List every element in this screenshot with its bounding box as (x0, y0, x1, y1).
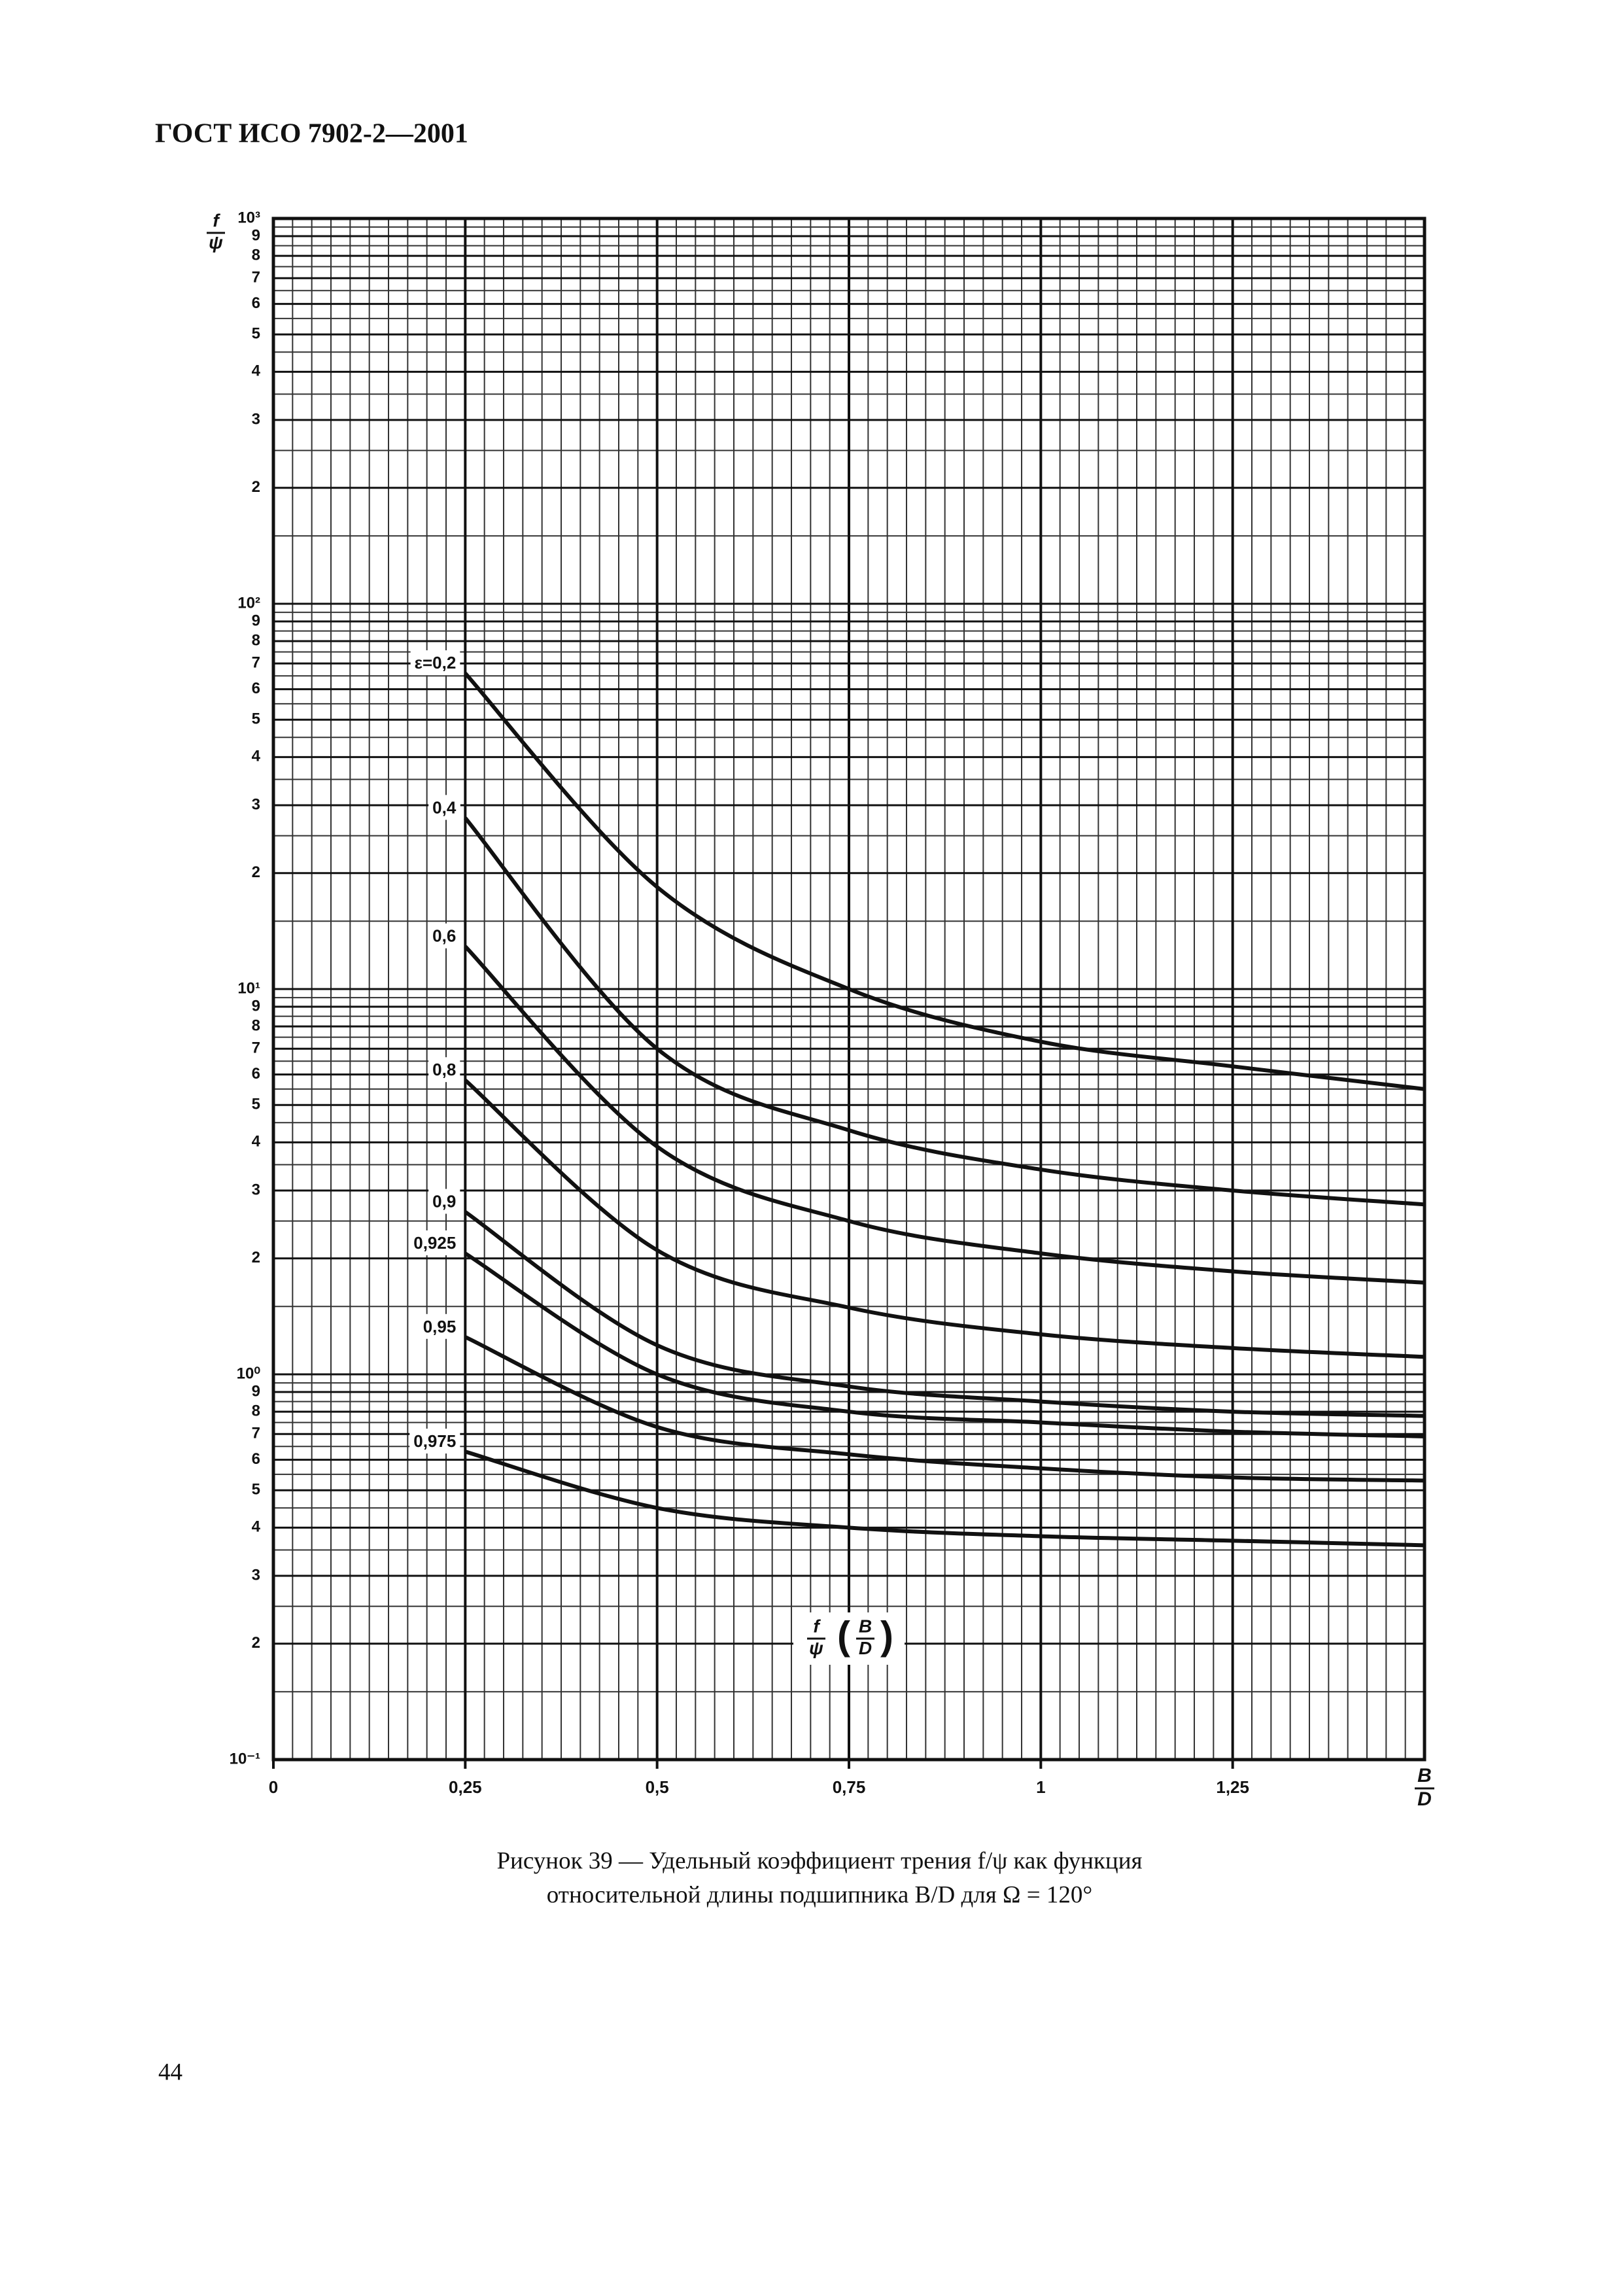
fraction-numerator: B (1417, 1765, 1432, 1786)
curve-label: 0,8 (432, 1060, 456, 1079)
y-tick-label: 4 (252, 362, 261, 380)
y-tick-label: 3 (252, 1181, 260, 1198)
x-tick-label: 1,25 (1216, 1777, 1249, 1797)
curve-label-background (428, 795, 460, 820)
y-tick-label: 10⁻¹ (230, 1750, 260, 1767)
fraction-numerator: f (813, 1616, 821, 1637)
curve (464, 945, 1425, 1285)
y-tick-label: 3 (252, 1566, 260, 1584)
curve-label: 0,925 (413, 1233, 456, 1253)
annotation-paren: ) (880, 1614, 893, 1658)
y-tick-label: 7 (252, 654, 260, 672)
y-tick-label: 3 (252, 410, 260, 428)
curve-label-background (409, 1230, 460, 1256)
header-title: ГОСТ ИСО 7902-2—2001 (155, 119, 468, 149)
y-tick-label: 8 (252, 631, 260, 649)
x-tick-label: 0 (269, 1777, 278, 1797)
curve (464, 1450, 1425, 1548)
y-tick-label: 4 (252, 748, 261, 765)
y-tick-label: 9 (252, 997, 260, 1015)
y-tick-label: 5 (252, 710, 260, 728)
y-tick-label: 2 (252, 478, 260, 496)
curve (464, 816, 1425, 1207)
plot-frame (271, 217, 1426, 1762)
y-tick-label: 8 (252, 1017, 260, 1034)
x-tick-label: 0,75 (833, 1777, 866, 1797)
y-tick-label: 6 (252, 294, 260, 312)
curve-label-background (428, 923, 460, 948)
x-tick-label: 0,25 (449, 1777, 482, 1797)
curve-label-background (428, 1057, 460, 1083)
curve (464, 1079, 1425, 1359)
curve (464, 672, 1425, 1091)
curve-label-background (428, 1189, 460, 1214)
y-tick-label: 2 (252, 863, 260, 881)
y-tick-label: 10¹ (237, 979, 260, 997)
curve-label-background (409, 1429, 460, 1454)
fraction-denominator: D (859, 1638, 872, 1658)
fraction-denominator: ψ (809, 1638, 823, 1658)
y-tick-label: 3 (252, 795, 260, 813)
fraction-numerator: f (213, 211, 220, 231)
curve-label: 0,6 (432, 926, 456, 946)
y-tick-label: 8 (252, 1402, 260, 1419)
y-tick-label: 9 (252, 226, 260, 244)
y-tick-label: 10³ (237, 209, 260, 226)
x-tick-label: 0,5 (646, 1777, 669, 1797)
y-tick-label: 5 (252, 1096, 260, 1113)
fraction-numerator: B (859, 1616, 872, 1637)
y-tick-label: 5 (252, 325, 260, 343)
y-tick-label: 9 (252, 1382, 260, 1400)
y-tick-label: 8 (252, 246, 260, 264)
x-tick-label: 1 (1036, 1777, 1045, 1797)
y-tick-label: 4 (252, 1518, 261, 1536)
fraction-denominator: D (1417, 1788, 1432, 1810)
y-tick-label: 5 (252, 1481, 260, 1499)
y-tick-label: 7 (252, 269, 260, 287)
y-tick-label: 4 (252, 1133, 261, 1151)
caption-line: относительной длины подшипника B/D для Ω… (547, 1881, 1092, 1908)
caption-line: Рисунок 39 — Удельный коэффициент трения… (496, 1847, 1142, 1874)
y-tick-label: 2 (252, 1634, 260, 1652)
y-tick-label: 2 (252, 1249, 260, 1266)
y-tick-label: 10⁰ (237, 1365, 261, 1382)
y-tick-label: 6 (252, 1450, 260, 1468)
fraction-denominator: ψ (209, 232, 223, 252)
y-tick-label: 7 (252, 1039, 260, 1057)
curve (464, 1335, 1425, 1483)
y-tick-label: 9 (252, 612, 260, 629)
curve-label: ε=0,2 (415, 653, 457, 672)
curve (464, 1210, 1425, 1418)
page-number: 44 (158, 2059, 182, 2085)
curve-label-background (419, 1313, 460, 1339)
y-tick-label: 7 (252, 1425, 260, 1442)
y-tick-label: 6 (252, 680, 260, 697)
y-tick-label: 6 (252, 1065, 260, 1083)
curve-label: 0,4 (432, 797, 457, 817)
curve (464, 1251, 1425, 1438)
curve-label: 0,95 (423, 1317, 457, 1336)
curve-label-background (410, 650, 460, 676)
curve-label: 0,9 (432, 1192, 456, 1211)
annotation-paren: ( (837, 1614, 850, 1658)
curve-label: 0,975 (413, 1431, 456, 1451)
y-tick-label: 10² (237, 594, 260, 612)
